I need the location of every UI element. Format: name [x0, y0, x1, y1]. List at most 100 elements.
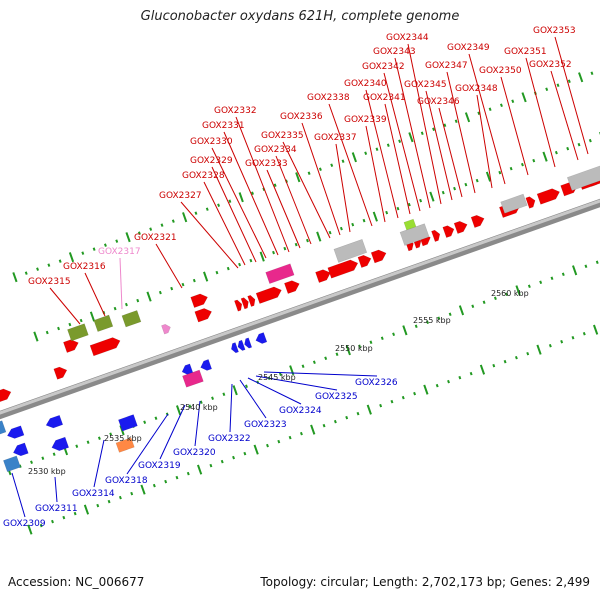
forward-gene-callout — [84, 272, 106, 317]
forward-gene-label: GOX2337 — [314, 133, 357, 143]
forward-tick — [408, 132, 414, 143]
forward-tick — [170, 286, 174, 291]
reverse-gene-shape — [244, 337, 253, 349]
forward-gene-shape — [357, 254, 372, 268]
reverse-tick — [73, 511, 77, 516]
reverse-tick — [310, 424, 316, 435]
forward-gene — [333, 238, 368, 263]
backbone-layer — [0, 198, 600, 420]
reverse-tick — [312, 360, 316, 364]
forward-gene-shape — [453, 221, 468, 234]
reverse-tick — [245, 384, 248, 388]
forward-tick — [249, 258, 253, 263]
forward-gene-shape — [93, 314, 114, 332]
forward-gene-shape — [161, 324, 171, 335]
accession-text: Accession: NC_006677 — [8, 575, 145, 589]
forward-tick — [386, 143, 390, 147]
forward-tick — [590, 71, 594, 76]
forward-gene-label: GOX2351 — [504, 47, 547, 57]
reverse-gene-callout — [239, 379, 267, 419]
forward-gene-label: GOX2321 — [134, 233, 177, 243]
reverse-tick — [109, 432, 113, 436]
forward-gene-label: GOX2343 — [373, 47, 416, 57]
reverse-tick — [107, 499, 111, 504]
reverse-tick — [27, 524, 33, 535]
forward-gene — [403, 218, 417, 231]
reverse-gene-callout — [11, 472, 26, 518]
forward-gene — [247, 294, 256, 307]
map-title: Gluconobacter oxydans 621H, complete gen… — [140, 9, 460, 24]
reverse-tick — [548, 343, 552, 348]
forward-gene-label: GOX2338 — [307, 93, 350, 103]
forward-tick — [488, 107, 492, 111]
reverse-tick — [266, 443, 269, 448]
reverse-tick — [164, 479, 168, 484]
forward-gene-shape — [284, 280, 300, 294]
forward-tick — [149, 227, 153, 231]
forward-tick — [68, 322, 72, 327]
forward-gene-callout — [476, 94, 493, 189]
reverse-tick — [379, 403, 383, 408]
forward-gene — [194, 308, 212, 323]
forward-tick — [330, 163, 334, 167]
reverse-tick — [592, 324, 599, 335]
reverse-tick — [426, 320, 429, 325]
reverse-tick — [514, 355, 518, 360]
reverse-tick — [96, 503, 100, 508]
reverse-tick — [448, 312, 452, 317]
feature-layer — [0, 163, 600, 473]
reverse-gene-label: GOX2323 — [244, 420, 287, 430]
forward-gene-label: GOX2350 — [479, 66, 522, 76]
reverse-gene — [118, 414, 138, 432]
reverse-tick — [493, 296, 497, 301]
forward-gene — [357, 254, 372, 268]
reverse-tick — [75, 444, 79, 448]
reverse-tick — [469, 371, 473, 376]
forward-gene-callout — [235, 116, 290, 253]
reverse-tick — [324, 356, 328, 360]
reverse-tick — [186, 471, 190, 476]
forward-gene-callout — [365, 89, 399, 219]
reverse-tick — [380, 336, 384, 341]
forward-gene-callout — [223, 131, 279, 256]
forward-gene-label: GOX2349 — [447, 43, 490, 53]
reverse-tick — [505, 292, 509, 297]
forward-gene — [453, 221, 468, 234]
forward-tick — [226, 266, 230, 271]
backbone-highlight — [0, 199, 600, 415]
forward-gene-label: GOX2347 — [425, 61, 468, 71]
forward-gene — [161, 324, 171, 335]
reverse-tick — [232, 385, 238, 396]
forward-gene-label: GOX2315 — [28, 277, 71, 287]
forward-tick — [171, 219, 175, 223]
forward-gene — [327, 259, 359, 279]
reverse-gene — [182, 369, 204, 388]
forward-tick — [454, 119, 458, 123]
reverse-tick — [209, 463, 213, 468]
reverse-tick — [458, 305, 465, 316]
reverse-tick — [30, 460, 33, 464]
reverse-tick — [582, 331, 586, 336]
reverse-tick — [253, 444, 259, 455]
forward-tick — [485, 171, 492, 182]
forward-tick — [136, 298, 140, 303]
reverse-tick — [232, 455, 235, 460]
forward-tick — [104, 243, 107, 247]
forward-gene-shape — [234, 299, 243, 312]
scale-label: 2550 kbp — [335, 344, 373, 353]
forward-tick — [81, 251, 85, 255]
forward-tick — [295, 172, 301, 183]
forward-gene-callout — [301, 122, 341, 236]
forward-gene-shape — [190, 293, 208, 308]
reverse-gene-callout — [194, 400, 201, 447]
forward-gene-shape — [265, 263, 295, 284]
reverse-tick — [243, 451, 247, 456]
forward-tick — [124, 302, 128, 307]
forward-tick — [498, 170, 502, 175]
reverse-tick — [277, 439, 281, 444]
forward-gene-shape — [536, 188, 560, 205]
forward-tick — [577, 142, 581, 147]
reverse-gene-callout — [159, 404, 186, 460]
reverse-gene-label: GOX2314 — [72, 489, 115, 499]
forward-tick — [464, 182, 468, 187]
